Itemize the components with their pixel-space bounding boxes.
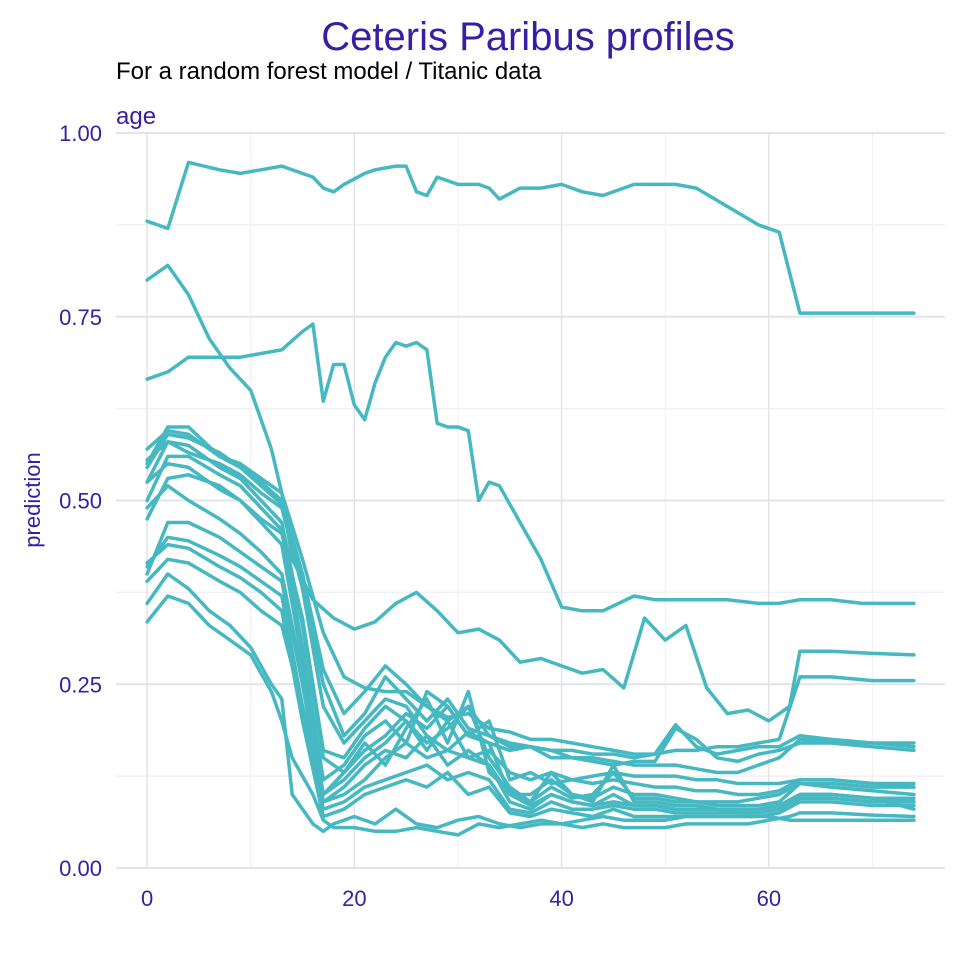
profile-line-18 bbox=[145, 461, 916, 797]
profile-line-5 bbox=[145, 432, 916, 756]
profile-line-8 bbox=[145, 454, 916, 804]
profile-line-17 bbox=[145, 520, 916, 815]
profile-line-13 bbox=[145, 572, 916, 834]
y-tick-label: 0.00 bbox=[59, 856, 102, 881]
tick-labels: 0.00 0.25 0.50 0.75 1.00 0 20 40 60 bbox=[59, 121, 781, 911]
profile-line-10 bbox=[145, 484, 916, 811]
profile-line-16 bbox=[145, 428, 916, 775]
panel-label: age bbox=[116, 103, 156, 130]
profile-line-2 bbox=[145, 322, 916, 613]
chart-title: Ceteris Paribus profiles bbox=[321, 15, 735, 59]
profile-line-6 bbox=[145, 439, 916, 767]
x-tick-label: 60 bbox=[757, 886, 781, 911]
profile-line-3 bbox=[145, 263, 916, 723]
profile-line-4 bbox=[145, 425, 916, 760]
x-tick-label: 40 bbox=[549, 886, 573, 911]
y-axis-label: prediction bbox=[20, 452, 45, 547]
y-tick-label: 0.75 bbox=[59, 305, 102, 330]
profile-line-1 bbox=[145, 160, 916, 315]
y-tick-label: 0.50 bbox=[59, 489, 102, 514]
chart-subtitle: For a random forest model / Titanic data bbox=[116, 58, 542, 85]
y-tick-label: 0.25 bbox=[59, 672, 102, 697]
x-tick-label: 0 bbox=[141, 886, 153, 911]
series-lines bbox=[145, 160, 916, 837]
profile-line-9 bbox=[145, 473, 916, 808]
y-tick-label: 1.00 bbox=[59, 121, 102, 146]
x-tick-label: 20 bbox=[342, 886, 366, 911]
profile-line-7 bbox=[145, 439, 916, 786]
profile-line-14 bbox=[145, 594, 916, 837]
profile-line-15 bbox=[145, 557, 916, 811]
